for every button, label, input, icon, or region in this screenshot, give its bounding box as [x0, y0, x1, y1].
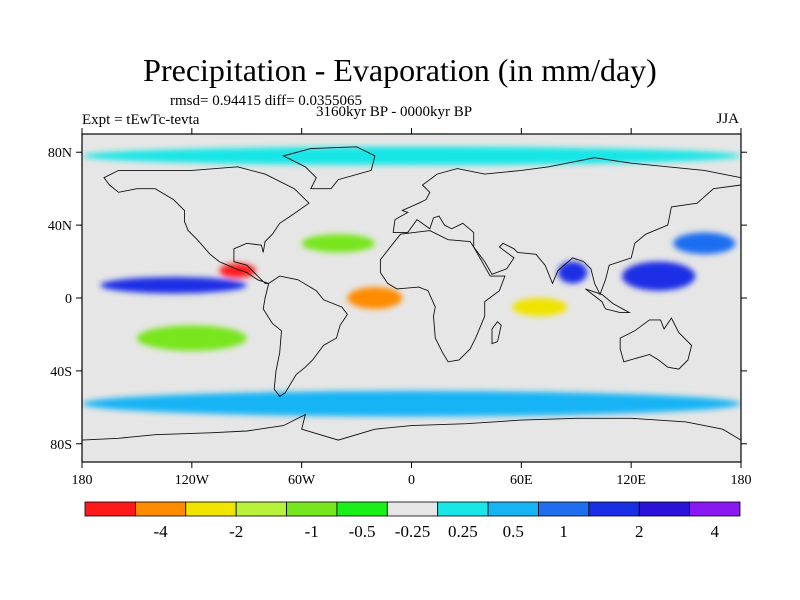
field-region-bay-of-bengal-wet: [557, 261, 588, 284]
field-layer: [82, 146, 741, 417]
coastline-north-america: [103, 166, 310, 284]
colorbar-label: 4: [711, 522, 720, 541]
colorbar-swatch-5: [336, 501, 388, 517]
colorbar-swatch-11: [638, 501, 691, 517]
axes: 180 120W 60W 0 60E 120E 180 80N 40N 0 40S 80S: [48, 128, 752, 488]
x-tick-label: 120W: [175, 473, 210, 488]
coastline-madagascar: [491, 321, 502, 345]
coastline-eurasia: [392, 157, 741, 296]
colorbar-label: 1: [559, 522, 568, 541]
map-panel: [81, 133, 742, 463]
y-tick-label: 80N: [48, 146, 72, 161]
coastlines: [82, 146, 741, 441]
field-region-itcz-pacific-dry: [219, 263, 256, 278]
colorbar-label: -2: [229, 522, 243, 541]
field-region-atlantic-dry: [347, 287, 403, 309]
x-tick-label: 0: [408, 473, 415, 488]
period-label: 3160kyr BP - 0000kyr BP: [316, 104, 473, 120]
coastline-antarctica: [82, 413, 741, 441]
field-region-arctic-wet: [82, 146, 741, 165]
colorbar-swatch-8: [487, 501, 539, 517]
coastline-australia: [619, 317, 693, 370]
colorbar-label: -0.25: [395, 522, 430, 541]
colorbar-label: -0.5: [349, 522, 376, 541]
field-region-itcz-pacific-wet: [100, 277, 247, 294]
field-region-north-pacific-wet: [673, 232, 736, 255]
colorbar-swatch-2: [185, 501, 237, 517]
colorbar-swatch-6: [386, 501, 439, 517]
field-region-western-pacific-wet: [622, 261, 696, 291]
colorbar: -4 -2 -1 -0.5 -0.25 0.25 0.5 1 2 4: [84, 501, 741, 541]
x-tick-label: 60W: [288, 473, 316, 488]
season-label: JJA: [716, 111, 739, 127]
experiment-label: Expt = tEwTc-tevta: [82, 112, 200, 128]
colorbar-label: 2: [635, 522, 644, 541]
colorbar-label: -4: [153, 522, 168, 541]
field-region-subtropical-atlantic-dry: [301, 234, 375, 253]
y-tick-label: 0: [65, 292, 72, 307]
stats-label: rmsd= 0.94415 diff= 0.0355065: [170, 93, 363, 109]
y-tick-label: 40S: [50, 365, 72, 380]
coastline-indonesia: [585, 288, 632, 314]
colorbar-swatch-1: [134, 501, 187, 517]
coastline-south-america: [262, 275, 348, 398]
colorbar-label: -1: [305, 522, 319, 541]
colorbar-swatch-9: [538, 501, 590, 517]
field-region-indian-dry: [512, 298, 568, 317]
colorbar-swatch-4: [286, 501, 338, 517]
x-tick-label: 60E: [510, 473, 533, 488]
colorbar-swatch-12: [689, 501, 741, 517]
x-tick-label: 180: [731, 473, 752, 488]
field-region-south-pacific-dry: [136, 325, 247, 351]
colorbar-swatch-0: [84, 501, 136, 517]
field-region-southern-ocean-wet: [82, 390, 741, 417]
x-tick-label: 120E: [616, 473, 646, 488]
colorbar-label: 0.5: [503, 522, 524, 541]
colorbar-swatch-10: [588, 501, 640, 517]
chart-title: Precipitation - Evaporation (in mm/day): [143, 52, 657, 88]
y-tick-label: 80S: [50, 438, 72, 453]
colorbar-swatch-3: [235, 501, 287, 517]
coastline-africa: [379, 230, 506, 363]
coastline-greenland: [282, 146, 376, 190]
colorbar-swatch-7: [437, 501, 489, 517]
x-tick-label: 180: [72, 473, 93, 488]
y-tick-label: 40N: [48, 219, 72, 234]
colorbar-label: 0.25: [448, 522, 478, 541]
